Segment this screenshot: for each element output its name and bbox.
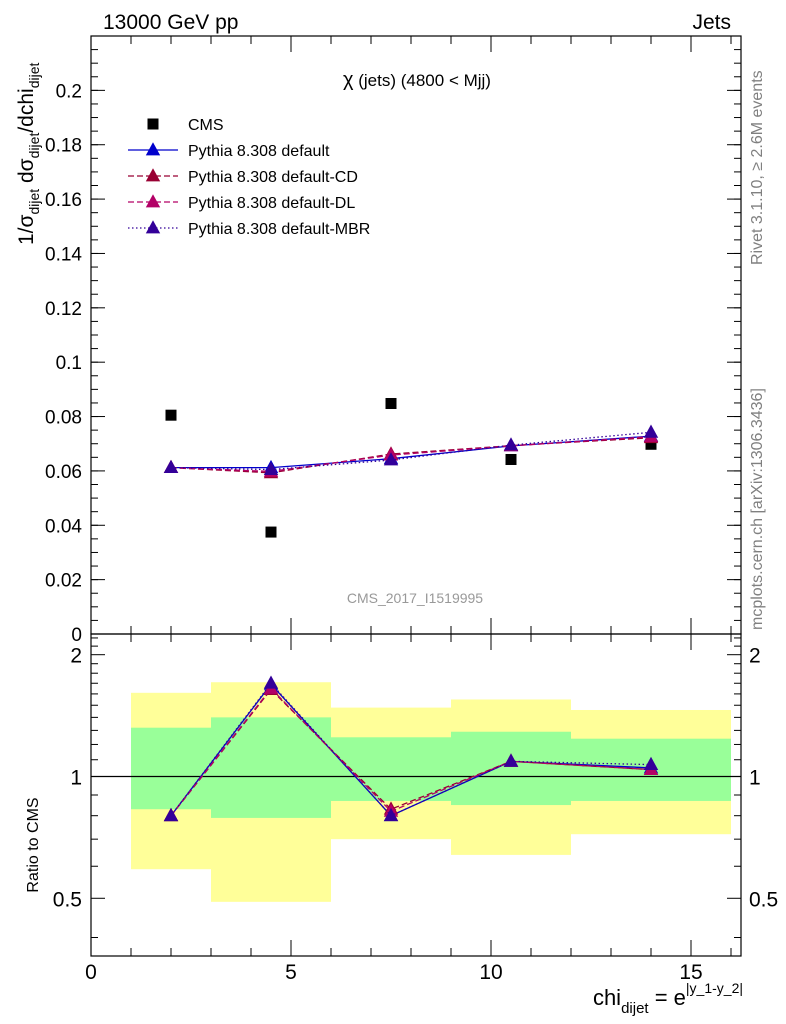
header-right-label: Jets — [692, 11, 731, 34]
main-ylabel: 1/σdijet dσdijet/dchidijet — [15, 63, 42, 245]
ratio-series-marker — [643, 756, 659, 770]
mcplots-label: mcplots.cern.ch [arXiv:1306.3436] — [749, 388, 766, 630]
uncertainty-band-inner — [211, 717, 331, 818]
y-tick-label: 0.08 — [45, 408, 82, 429]
header-left-label: 13000 GeV pp — [103, 11, 238, 34]
uncertainty-band-inner — [451, 731, 571, 806]
legend-label: Pythia 8.308 default-DL — [188, 195, 355, 212]
y-tick-label: 0.1 — [56, 353, 82, 374]
main-series-marker — [383, 452, 399, 466]
rivet-label: Rivet 3.1.10, ≥ 2.6M events — [749, 70, 766, 265]
main-series-marker — [163, 459, 179, 474]
legend-marker — [145, 194, 161, 208]
y-tick-label: 0.18 — [45, 136, 82, 157]
cms-data-point — [165, 409, 177, 421]
y-tick-label: 0.04 — [45, 516, 82, 537]
ratio-series-marker — [503, 753, 519, 767]
ratio-series-marker — [383, 807, 399, 822]
ratio-series-line — [170, 688, 652, 817]
cms-data-point — [265, 526, 277, 538]
y-tick-label: 0.14 — [45, 244, 82, 265]
x-tick-label: 5 — [285, 961, 297, 984]
legend-label: Pythia 8.308 default-CD — [188, 169, 358, 186]
uncertainty-band-inner — [131, 727, 211, 810]
ratio-panel: Ratio to CMS 0 5 10 15 0.5 0.5 1 1 2 2 — [25, 633, 778, 984]
legend-label: CMS — [188, 117, 224, 134]
ratio-y-tick-label: 2 — [70, 645, 82, 668]
watermark-label: CMS_2017_I1519995 — [347, 590, 483, 606]
ratio-y-tick-label: 1 — [70, 766, 82, 789]
main-series-line — [170, 431, 652, 471]
legend: CMS Pythia 8.308 default Pythia 8.308 defa… — [128, 117, 370, 238]
ratio-y-tick-label: 0.5 — [53, 888, 82, 911]
legend-label: Pythia 8.308 default-MBR — [188, 221, 370, 238]
main-series-marker — [643, 424, 659, 438]
ratio-y-tick-label: 2 — [749, 645, 761, 668]
x-axis-label: chidijet = e|y_1-y_2| — [593, 980, 743, 1017]
ratio-ylabel: Ratio to CMS — [25, 797, 42, 892]
cms-data-point — [645, 438, 657, 450]
y-tick-label: 0.02 — [45, 571, 82, 592]
y-tick-label: 0.12 — [45, 299, 82, 320]
ratio-series-marker — [163, 807, 179, 822]
y-tick-label: 0.06 — [45, 462, 82, 483]
x-tick-label: 10 — [479, 961, 502, 984]
legend-marker — [145, 142, 161, 156]
legend-marker — [145, 220, 161, 234]
main-series-marker — [503, 437, 519, 451]
x-tick-label: 0 — [85, 961, 97, 984]
legend-label: Pythia 8.308 default — [188, 143, 330, 160]
ratio-y-tick-label: 1 — [749, 766, 761, 789]
cms-data-point — [385, 397, 397, 409]
y-tick-label: 0.16 — [45, 190, 82, 211]
main-series-line — [170, 436, 652, 473]
cms-data-point — [505, 453, 517, 465]
y-tick-label: 0 — [71, 625, 82, 646]
main-series-marker — [263, 461, 279, 475]
main-title: χ (jets) (4800 < Mjj) — [343, 69, 491, 91]
main-panel: χ (jets) (4800 < Mjj) CMS_2017_I1519995 … — [15, 35, 742, 646]
ratio-series-marker — [263, 675, 279, 689]
x-tick-label: 15 — [679, 961, 702, 984]
ratio-y-tick-label: 0.5 — [749, 888, 778, 911]
y-tick-label: 0.2 — [56, 81, 82, 102]
legend-marker-cms — [147, 118, 159, 130]
legend-marker — [145, 168, 161, 182]
